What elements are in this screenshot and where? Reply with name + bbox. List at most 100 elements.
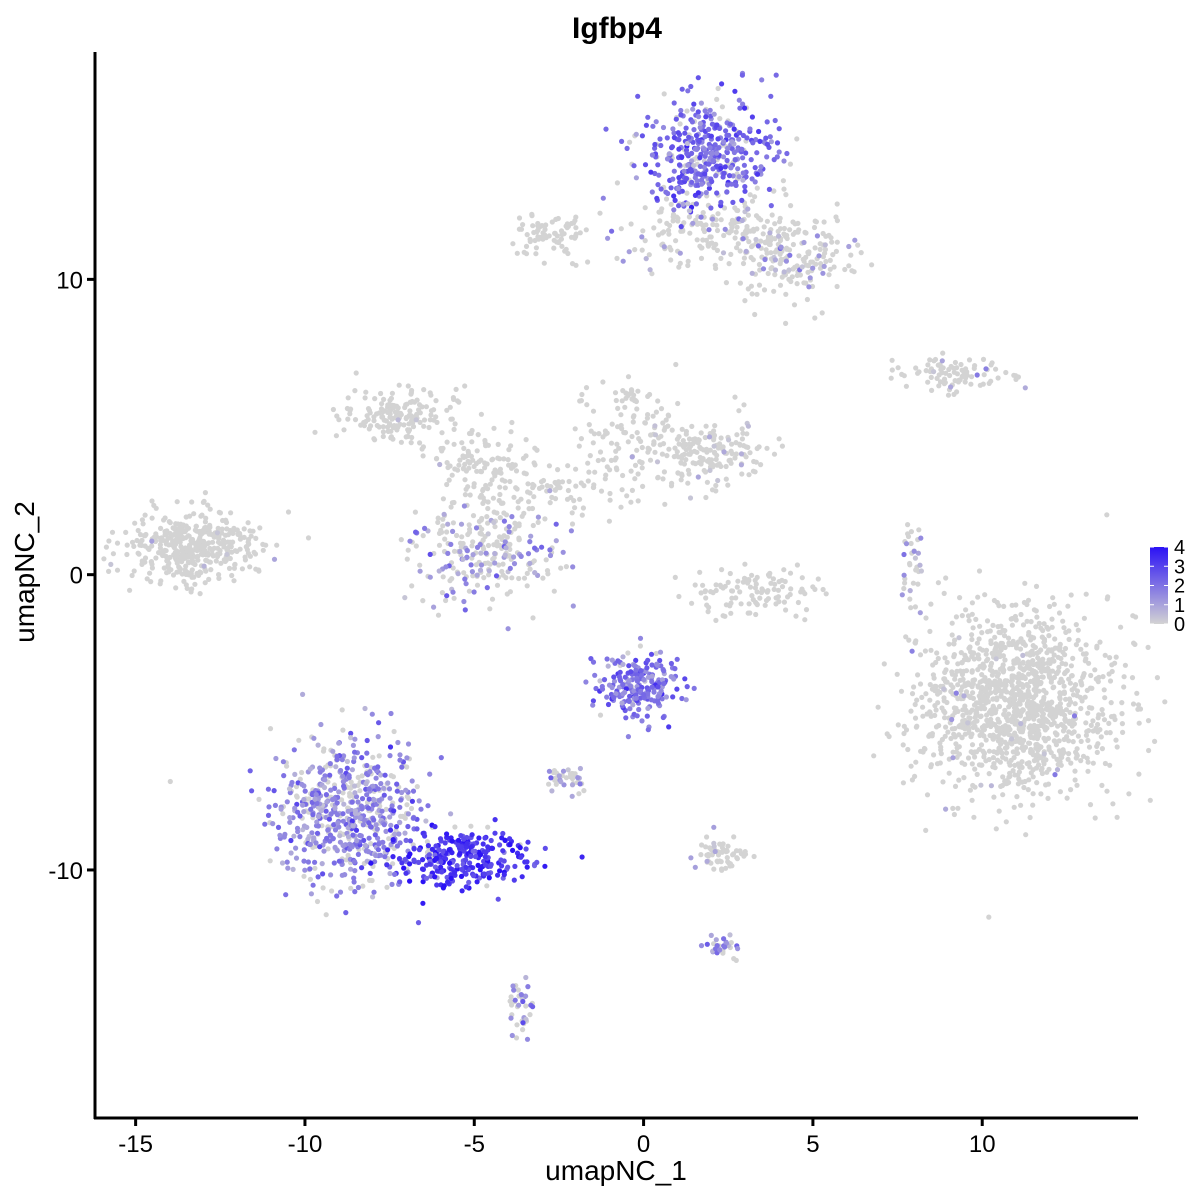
cell-point: [917, 562, 923, 568]
cell-point: [817, 246, 823, 252]
cell-point: [434, 882, 440, 888]
cell-point: [405, 383, 411, 389]
cell-point: [833, 214, 839, 220]
cell-point: [661, 91, 667, 97]
cell-point: [642, 205, 648, 211]
cell-point: [284, 859, 290, 865]
cell-point: [458, 833, 464, 839]
cell-point: [946, 770, 952, 776]
cell-point: [444, 874, 450, 881]
cell-point: [224, 526, 230, 532]
cell-point: [986, 771, 992, 777]
cell-point: [450, 520, 456, 526]
cell-point: [523, 243, 530, 249]
cell-point: [411, 857, 417, 863]
cell-point: [614, 180, 621, 186]
cell-point: [344, 765, 350, 771]
cell-point: [638, 668, 644, 674]
cell-point: [177, 566, 183, 572]
cell-point: [721, 205, 728, 211]
cell-point: [492, 550, 498, 557]
cell-point: [807, 275, 813, 281]
cell-point: [1006, 774, 1012, 780]
cell-point: [1020, 660, 1026, 666]
cell-point: [555, 479, 562, 485]
cell-point: [706, 161, 712, 167]
cell-point: [998, 692, 1004, 698]
cell-point: [703, 494, 709, 501]
cell-point: [551, 245, 557, 251]
cell-point: [1057, 696, 1063, 702]
cell-point: [1062, 652, 1068, 658]
cell-point: [1059, 708, 1066, 715]
cell-point: [1133, 614, 1139, 620]
cell-point: [993, 689, 999, 696]
cell-point: [403, 402, 409, 408]
cell-point: [988, 378, 994, 384]
cell-point: [913, 567, 919, 573]
cell-point: [735, 241, 741, 247]
cell-point: [1019, 729, 1025, 735]
cell-point: [1021, 784, 1027, 791]
cell-point: [348, 885, 354, 891]
cell-point: [577, 398, 583, 404]
cell-point: [497, 484, 503, 490]
cell-point: [631, 688, 637, 694]
cell-point: [396, 856, 403, 862]
cell-point: [224, 551, 230, 557]
cell-point: [966, 357, 973, 363]
cell-point: [691, 101, 697, 107]
cell-point: [265, 812, 272, 819]
cell-point: [754, 602, 760, 608]
cell-point: [745, 423, 752, 429]
cell-point: [386, 786, 393, 792]
cell-point: [362, 395, 368, 401]
cell-point: [514, 486, 520, 492]
cell-point: [1085, 759, 1091, 765]
cell-point: [1100, 674, 1106, 680]
cell-point: [709, 461, 716, 467]
cell-point: [355, 799, 361, 805]
cell-point: [644, 713, 650, 719]
cell-point: [1039, 699, 1045, 705]
cell-point: [626, 249, 632, 255]
cell-point: [274, 846, 280, 852]
cell-point: [1039, 713, 1045, 719]
cell-point: [776, 126, 782, 132]
cell-point: [729, 595, 735, 601]
cell-point: [368, 860, 374, 866]
cell-point: [455, 842, 461, 848]
cell-point: [637, 635, 644, 641]
cell-point: [990, 755, 997, 761]
cell-point: [632, 247, 638, 253]
cell-point: [754, 589, 760, 595]
cell-point: [730, 852, 736, 858]
cell-point: [628, 468, 634, 474]
cell-point: [698, 245, 705, 251]
cell-point: [180, 522, 186, 528]
cell-point: [950, 805, 956, 812]
cell-point: [286, 786, 293, 792]
cell-point: [569, 261, 576, 267]
cell-point: [677, 250, 683, 256]
cell-point: [752, 469, 758, 475]
cell-point: [524, 864, 530, 870]
cell-point: [758, 238, 764, 244]
cell-point: [708, 457, 715, 463]
cell-point: [920, 749, 926, 755]
cell-point: [1094, 749, 1100, 756]
cell-point: [971, 650, 977, 656]
cell-point: [417, 440, 423, 446]
cell-point: [542, 845, 548, 852]
cell-point: [952, 676, 958, 682]
cell-point: [334, 753, 340, 760]
cell-point: [335, 820, 341, 826]
cell-point: [628, 387, 635, 393]
cell-point: [707, 145, 713, 151]
cell-point: [635, 498, 641, 504]
cell-point: [710, 221, 716, 228]
cell-point: [317, 765, 323, 771]
cell-point: [424, 839, 430, 845]
cell-point: [310, 812, 316, 818]
